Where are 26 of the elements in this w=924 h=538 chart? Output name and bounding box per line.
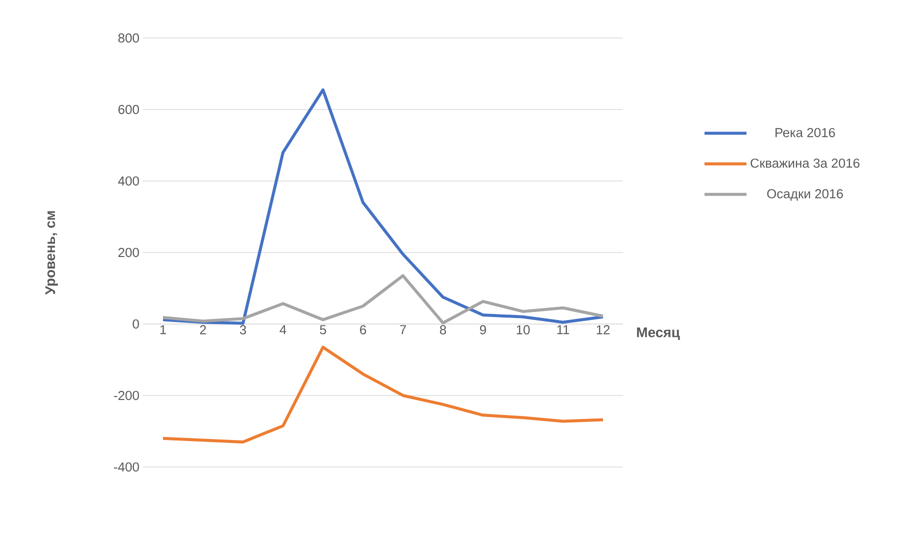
x-tick-label: 11	[557, 325, 570, 334]
x-tick-label: 1	[160, 325, 166, 334]
y-axis-title: Уровень, см	[45, 211, 58, 295]
y-tick-label: -400	[114, 462, 139, 472]
x-tick-label: 10	[516, 325, 530, 334]
y-tick-label: -200	[114, 390, 139, 400]
legend-label: Река 2016	[776, 128, 835, 138]
x-tick-label: 5	[320, 325, 326, 334]
x-tick-label: 9	[480, 325, 486, 334]
x-tick-label: 4	[280, 325, 286, 334]
y-tick-label: 800	[118, 33, 139, 43]
line-series	[162, 88, 604, 325]
x-tick-label: 3	[240, 325, 246, 334]
y-tick-label: 400	[118, 176, 139, 186]
x-tick-label: 2	[200, 325, 206, 334]
y-tick-label: 200	[118, 248, 139, 258]
x-axis-title: Месяц	[637, 328, 680, 340]
legend-label: Скважина 3а 2016	[750, 158, 860, 168]
line-series	[162, 274, 604, 324]
x-tick-label: 6	[360, 325, 366, 334]
x-tick-label: 12	[596, 325, 610, 334]
y-tick-label: 600	[118, 104, 139, 114]
x-tick-label: 7	[400, 325, 406, 334]
legend-label: Осадки 2016	[767, 189, 843, 201]
y-tick-label: 0	[132, 319, 139, 329]
x-tick-label: 8	[440, 325, 446, 334]
